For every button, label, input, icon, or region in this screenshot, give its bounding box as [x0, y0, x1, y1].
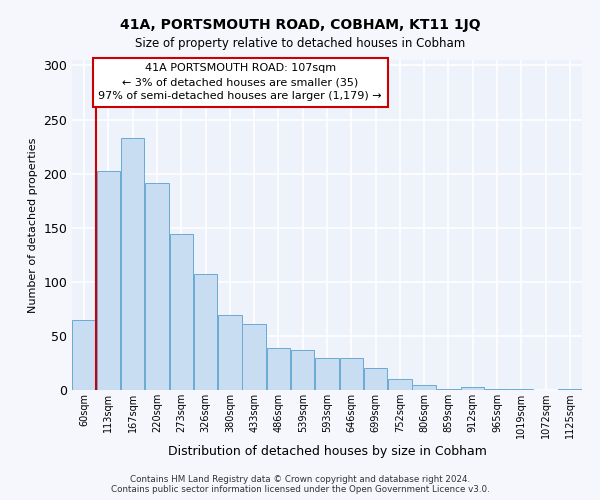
- X-axis label: Distribution of detached houses by size in Cobham: Distribution of detached houses by size …: [167, 445, 487, 458]
- Text: Size of property relative to detached houses in Cobham: Size of property relative to detached ho…: [135, 38, 465, 51]
- Bar: [558, 389, 581, 390]
- Bar: [364, 368, 388, 390]
- Bar: [242, 324, 266, 390]
- Bar: [97, 172, 120, 390]
- Y-axis label: Number of detached properties: Number of detached properties: [28, 138, 38, 312]
- Bar: [388, 379, 412, 390]
- Bar: [437, 389, 460, 390]
- Bar: [509, 389, 533, 390]
- Bar: [170, 234, 193, 390]
- Bar: [340, 358, 363, 390]
- Text: Contains public sector information licensed under the Open Government Licence v3: Contains public sector information licen…: [110, 485, 490, 494]
- Bar: [291, 350, 314, 390]
- Bar: [461, 387, 484, 390]
- Bar: [145, 184, 169, 390]
- Bar: [412, 384, 436, 390]
- Bar: [218, 316, 242, 390]
- Text: Contains HM Land Registry data © Crown copyright and database right 2024.: Contains HM Land Registry data © Crown c…: [130, 475, 470, 484]
- Bar: [266, 348, 290, 390]
- Bar: [73, 320, 96, 390]
- Bar: [194, 274, 217, 390]
- Bar: [315, 358, 339, 390]
- Text: 41A PORTSMOUTH ROAD: 107sqm
← 3% of detached houses are smaller (35)
97% of semi: 41A PORTSMOUTH ROAD: 107sqm ← 3% of deta…: [98, 64, 382, 102]
- Bar: [485, 389, 509, 390]
- Bar: [121, 138, 145, 390]
- Text: 41A, PORTSMOUTH ROAD, COBHAM, KT11 1JQ: 41A, PORTSMOUTH ROAD, COBHAM, KT11 1JQ: [119, 18, 481, 32]
